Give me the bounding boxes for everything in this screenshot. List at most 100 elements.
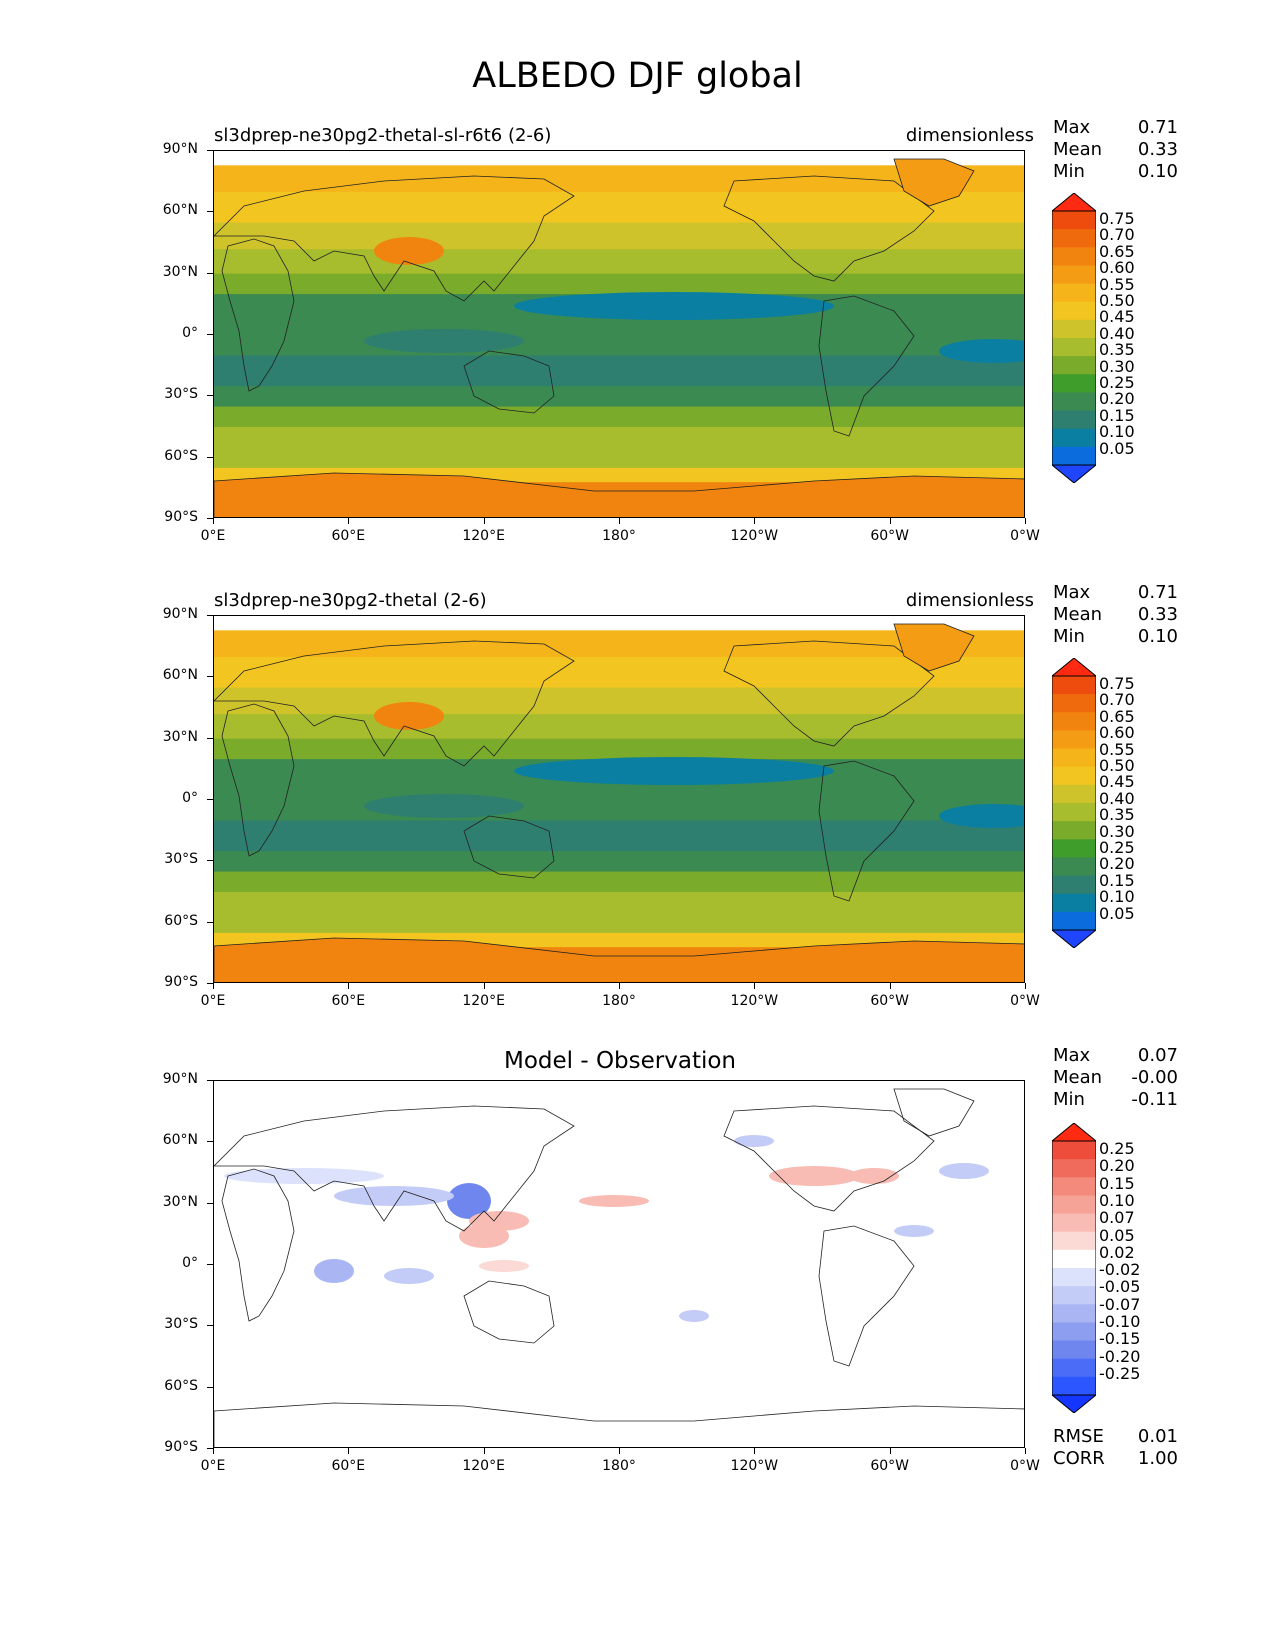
difference-blob — [384, 1268, 434, 1284]
y-tick-label: 90°S — [164, 974, 198, 990]
colorbar-segment — [1052, 229, 1096, 248]
albedo-band — [214, 738, 1024, 760]
colorbar-level-label: 0.25 — [1099, 838, 1135, 857]
albedo-blob — [364, 329, 524, 353]
albedo-band — [214, 871, 1024, 893]
stat-min: 0.10 — [1137, 626, 1178, 647]
colorbar-level-label: 0.10 — [1099, 422, 1135, 442]
colorbar-level-label: 0.25 — [1099, 1139, 1135, 1158]
colorbar-segment — [1052, 410, 1096, 430]
y-tick-label: 60°N — [162, 1132, 198, 1149]
albedo-band — [214, 386, 1024, 408]
y-tick — [207, 1080, 213, 1081]
y-tick-label: 30°N — [162, 263, 198, 280]
corr-value: 1.00 — [1137, 1448, 1178, 1469]
x-tick — [483, 518, 485, 524]
stats-block: Max 0.07 Mean -0.00 Min -0.11 — [1053, 1045, 1178, 1111]
map-svg — [214, 616, 1024, 982]
colorbar-segment — [1052, 766, 1096, 786]
figure-title: ALBEDO DJF global — [472, 56, 803, 96]
panel-title: Model - Observation — [503, 1048, 737, 1074]
x-tick — [1025, 518, 1026, 524]
y-tick — [207, 860, 213, 862]
difference-blob — [679, 1310, 709, 1322]
y-tick-label: 60°N — [162, 202, 198, 219]
x-tick-label: 0°W — [1010, 993, 1040, 1009]
albedo-band — [214, 892, 1024, 913]
colorbar-frame — [1052, 1140, 1096, 1396]
y-tick — [207, 676, 213, 678]
coastline — [463, 815, 555, 879]
colorbar-level-label: 0.20 — [1099, 854, 1135, 874]
albedo-band — [214, 151, 1024, 166]
x-tick-label: 120°W — [730, 528, 779, 544]
y-tick — [207, 1202, 213, 1204]
albedo-band — [214, 165, 1024, 193]
colorbar-level-label: 0.75 — [1099, 209, 1135, 228]
stat-min: -0.11 — [1131, 1089, 1178, 1110]
colorbar-segment — [1052, 1177, 1096, 1196]
colorbar-level-label: 0.45 — [1099, 307, 1135, 327]
y-tick-label: 0° — [182, 1255, 198, 1271]
colorbar-level-label: -0.20 — [1099, 1346, 1141, 1366]
colorbar-level-label: -0.05 — [1099, 1277, 1141, 1297]
y-tick — [207, 983, 213, 984]
y-tick-label: 0° — [182, 790, 198, 806]
colorbar-segment — [1052, 730, 1096, 750]
y-tick-label: 30°N — [162, 1193, 198, 1210]
colorbar-segment — [1052, 803, 1096, 822]
colorbar-segment — [1052, 301, 1096, 321]
y-tick-label: 90°S — [164, 509, 198, 525]
colorbar-level-label: 0.15 — [1099, 1173, 1135, 1193]
coastline — [818, 1225, 915, 1367]
colorbar-segment — [1052, 748, 1096, 768]
x-tick-label: 180° — [602, 993, 636, 1009]
y-tick — [207, 518, 213, 519]
colorbar-level-label: 0.55 — [1099, 274, 1135, 294]
panel-model-b: sl3dprep-ne30pg2-thetal (2-6) dimensionl… — [0, 580, 1275, 1050]
y-tick — [207, 799, 213, 800]
colorbar-level-label: 0.15 — [1099, 405, 1135, 425]
colorbar-segment — [1052, 265, 1096, 285]
colorbar-segment — [1052, 1268, 1096, 1287]
y-tick-label: 90°S — [164, 1439, 198, 1455]
colorbar-level-label: 0.30 — [1099, 356, 1135, 376]
y-tick-label: 60°S — [164, 912, 198, 929]
colorbar-segment — [1052, 1231, 1096, 1251]
x-tick-label: 120°W — [730, 1458, 779, 1474]
y-tick-label: 60°S — [164, 447, 198, 464]
colorbar-segment — [1052, 374, 1096, 393]
y-tick-label: 30°S — [164, 851, 198, 868]
x-tick — [348, 983, 350, 989]
x-tick — [348, 518, 350, 524]
error-stats: RMSE 0.01 CORR 1.00 — [1053, 1426, 1178, 1470]
colorbar-level-label: 0.60 — [1099, 723, 1135, 743]
x-tick-label: 60°E — [331, 1458, 366, 1474]
stat-min-label: Min — [1053, 626, 1085, 647]
albedo-band — [214, 851, 1024, 873]
colorbar-extend-max — [1052, 658, 1096, 677]
y-tick-label: 0° — [182, 325, 198, 341]
albedo-band — [214, 616, 1024, 631]
x-tick-label: 120°E — [462, 1458, 505, 1474]
colorbar-level-label: 0.45 — [1099, 772, 1135, 792]
colorbar-level-label: 0.40 — [1099, 788, 1135, 808]
x-tick — [348, 1448, 350, 1454]
y-tick — [207, 395, 213, 397]
x-tick — [1025, 1448, 1026, 1454]
difference-blob — [769, 1166, 859, 1186]
colorbar-frame — [1052, 210, 1096, 466]
stat-min: 0.10 — [1137, 161, 1178, 182]
x-tick-label: 120°E — [462, 528, 505, 544]
difference-blob — [734, 1135, 774, 1147]
y-tick — [207, 921, 213, 923]
x-tick-label: 180° — [602, 528, 636, 544]
y-tick — [207, 1141, 213, 1143]
x-tick — [754, 983, 756, 989]
colorbar-segment — [1052, 857, 1096, 877]
colorbar-level-label: 0.65 — [1099, 706, 1135, 726]
albedo-blob — [514, 292, 834, 320]
colorbar-segment — [1052, 1159, 1096, 1178]
albedo-map — [213, 150, 1025, 518]
y-tick-label: 60°N — [162, 667, 198, 684]
